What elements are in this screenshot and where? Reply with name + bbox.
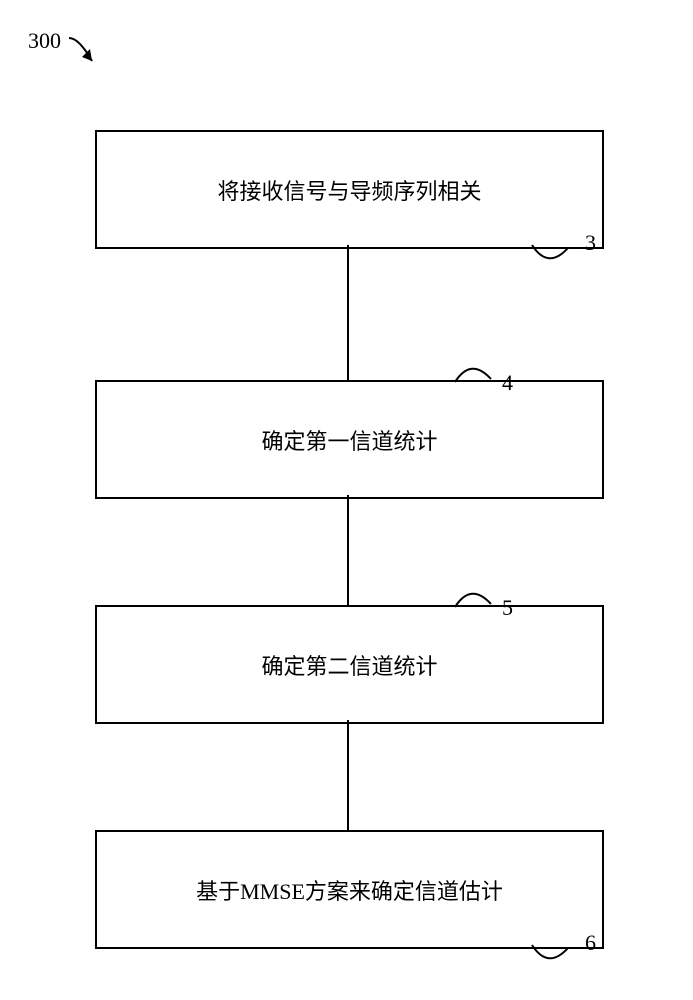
step-second-stat-box: 确定第二信道统计 — [95, 605, 604, 724]
step-second-stat-text: 确定第二信道统计 — [261, 649, 437, 681]
figure-arrow-icon — [64, 33, 104, 73]
callout-curve-icon — [520, 240, 590, 280]
flow-connector — [347, 245, 349, 380]
step-correlate-text: 将接收信号与导频序列相关 — [217, 174, 481, 206]
flow-connector — [347, 495, 349, 605]
flow-connector — [347, 720, 349, 830]
callout-curve-icon — [445, 355, 505, 390]
step-mmse-estimate-box: 基于MMSE方案来确定信道估计 — [95, 830, 604, 949]
flowchart-canvas: 300 将接收信号与导频序列相关 3 确定第一信道统计 4 确定第二信道统计 5… — [0, 0, 693, 1000]
callout-curve-icon — [520, 940, 590, 980]
callout-number-6: 6 — [585, 930, 596, 956]
step-correlate-box: 将接收信号与导频序列相关 — [95, 130, 604, 249]
step-mmse-estimate-text: 基于MMSE方案来确定信道估计 — [196, 874, 503, 906]
callout-curve-icon — [445, 580, 505, 615]
figure-number-label: 300 — [28, 28, 61, 54]
callout-number-4: 4 — [502, 370, 513, 396]
step-first-stat-box: 确定第一信道统计 — [95, 380, 604, 499]
step-first-stat-text: 确定第一信道统计 — [261, 424, 437, 456]
callout-number-3: 3 — [585, 230, 596, 256]
callout-number-5: 5 — [502, 595, 513, 621]
